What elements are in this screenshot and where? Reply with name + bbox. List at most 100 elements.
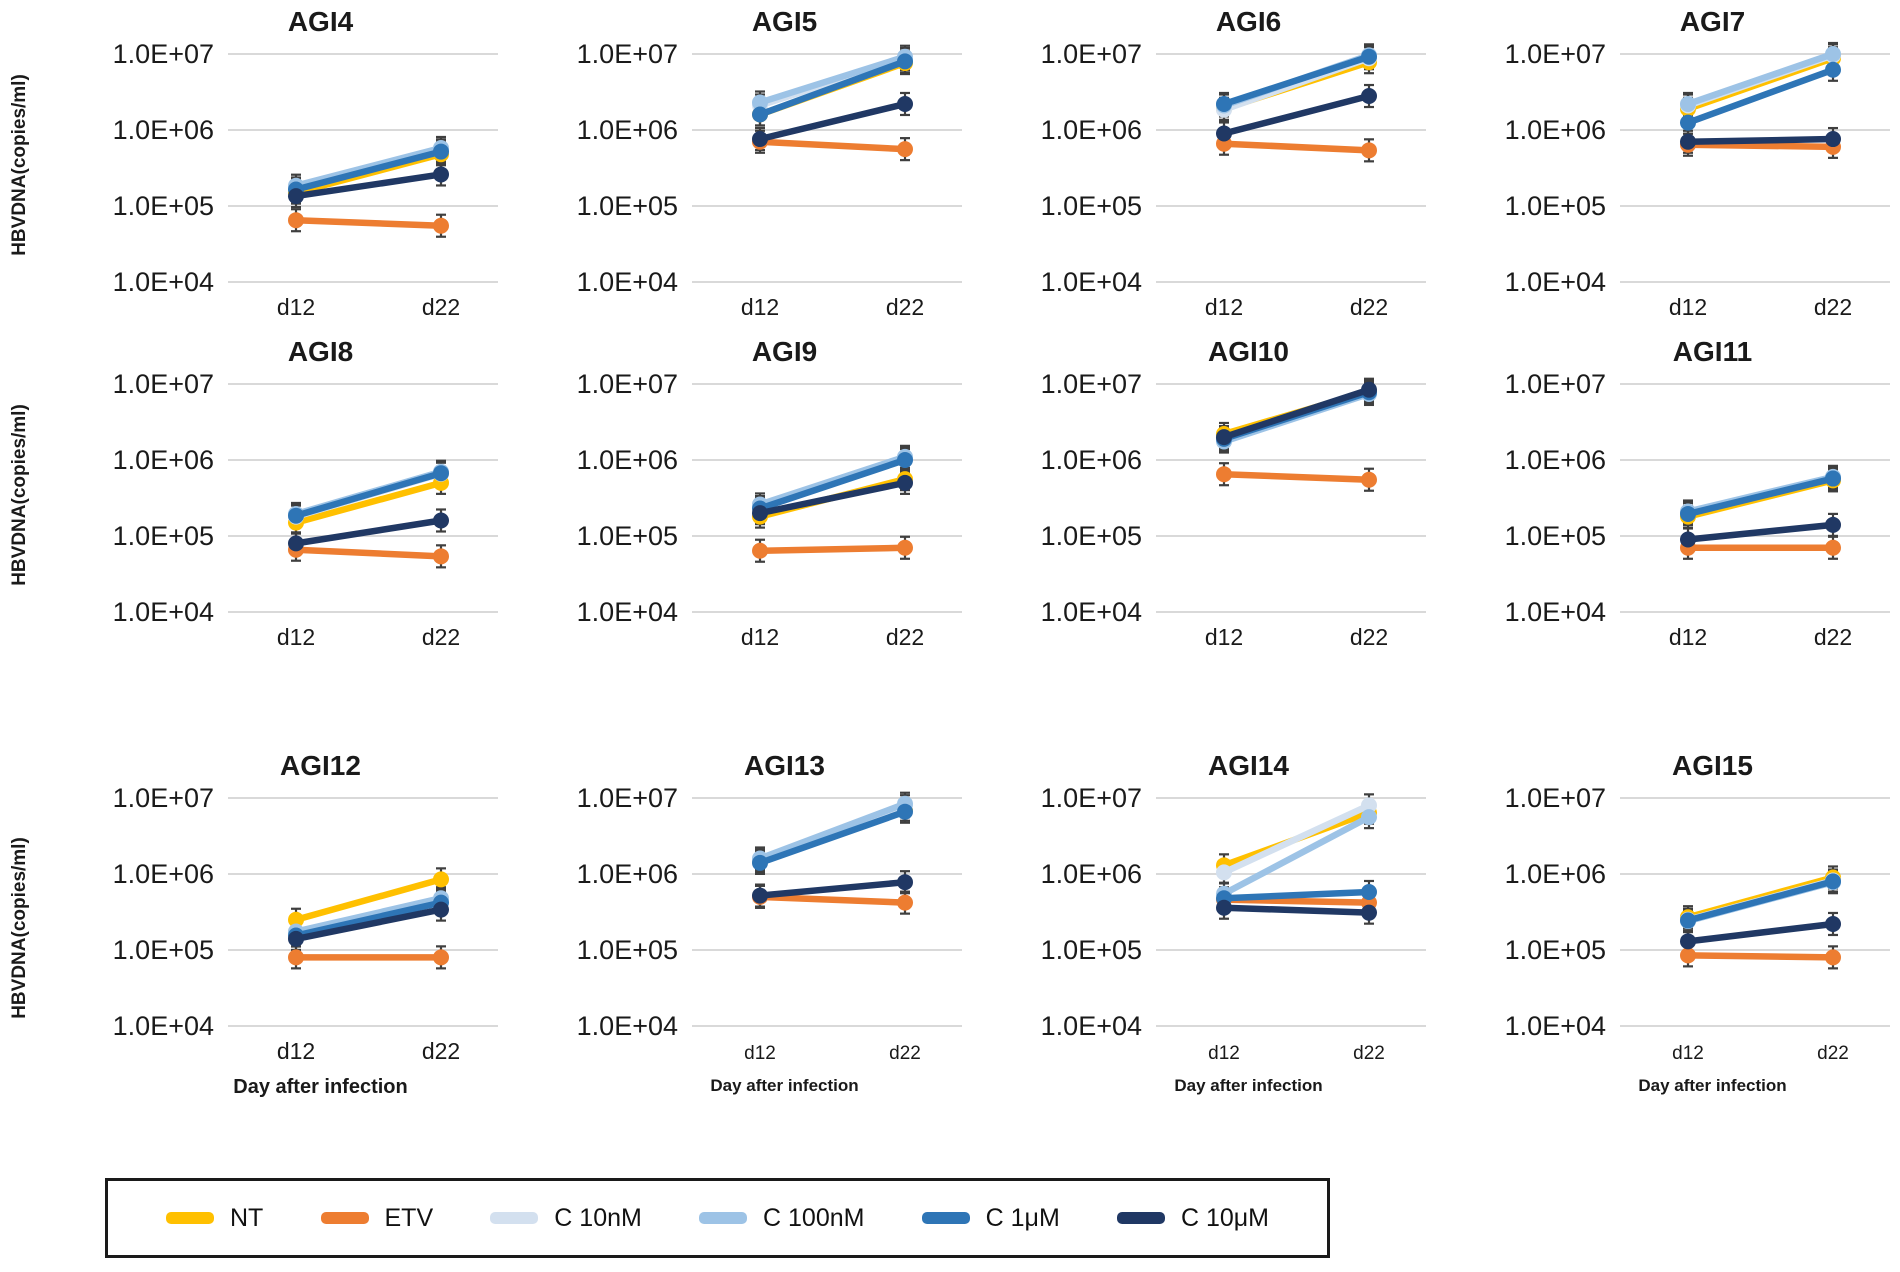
svg-text:d12: d12	[1208, 1043, 1240, 1064]
legend-label: C 100nM	[763, 1203, 865, 1232]
agi6-chart: 1.0E+07 1.0E+06 1.0E+05 1.0E+04 d12 d22	[1041, 40, 1426, 320]
chart-title: AGI6	[1215, 6, 1282, 37]
svg-text:1.0E+06: 1.0E+06	[577, 445, 678, 475]
svg-text:1.0E+05: 1.0E+05	[113, 191, 214, 221]
svg-text:d22: d22	[1814, 624, 1852, 650]
chart-panel-agi12: AGI12 1.0E+07 1.0E+06 1.0E+05 1.0E+04 d12 d22…	[36, 744, 500, 1112]
svg-text:1.0E+05: 1.0E+05	[577, 191, 678, 221]
svg-text:1.0E+07: 1.0E+07	[1041, 784, 1142, 813]
svg-text:1.0E+05: 1.0E+05	[1505, 521, 1606, 551]
legend-label: C 10nM	[554, 1203, 642, 1232]
svg-text:d22: d22	[422, 1038, 460, 1064]
svg-text:1.0E+04: 1.0E+04	[1041, 1011, 1142, 1041]
svg-text:d12: d12	[1669, 624, 1707, 650]
y-axis-label: HBVDNA(copies/ml)	[9, 837, 30, 1019]
svg-text:1.0E+04: 1.0E+04	[1041, 267, 1142, 297]
svg-text:d22: d22	[422, 624, 460, 650]
chart-panel-agi15: AGI15 1.0E+07 1.0E+06 1.0E+05 1.0E+04 d12 d22…	[1428, 744, 1892, 1112]
svg-text:1.0E+07: 1.0E+07	[1505, 40, 1606, 69]
chart-row-2: HBVDNA(copies/ml) AGI8 1.0E+07 1.0E+06 1.0…	[9, 330, 1900, 660]
chart-panel-agi13: AGI13 1.0E+07 1.0E+06 1.0E+05 1.0E+04 d12 d22…	[500, 744, 964, 1112]
chart-title: AGI12	[280, 750, 361, 781]
agi5-chart: 1.0E+07 1.0E+06 1.0E+05 1.0E+04 d12 d22	[577, 40, 962, 320]
x-axis-label: Day after infection	[1638, 1076, 1787, 1095]
chart-panel-agi6: AGI6 1.0E+07 1.0E+06 1.0E+05 1.0E+04 d12 d22	[964, 0, 1428, 330]
svg-text:d22: d22	[1814, 294, 1852, 320]
svg-text:1.0E+04: 1.0E+04	[113, 1011, 214, 1041]
svg-text:d22: d22	[1350, 294, 1388, 320]
svg-text:1.0E+04: 1.0E+04	[113, 267, 214, 297]
agi9-chart: 1.0E+07 1.0E+06 1.0E+05 1.0E+04 d12 d22	[577, 370, 962, 650]
etv-color-swatch	[320, 1212, 369, 1224]
svg-text:1.0E+04: 1.0E+04	[1505, 1011, 1606, 1041]
svg-text:1.0E+07: 1.0E+07	[577, 784, 678, 813]
svg-text:d22: d22	[889, 1043, 921, 1064]
svg-text:1.0E+04: 1.0E+04	[577, 1011, 678, 1041]
svg-text:1.0E+06: 1.0E+06	[1041, 445, 1142, 475]
svg-text:1.0E+06: 1.0E+06	[113, 115, 214, 145]
svg-text:d22: d22	[1353, 1043, 1385, 1064]
legend-item-nt: NT	[166, 1204, 263, 1233]
chart-title: AGI14	[1208, 750, 1289, 781]
legend-label: NT	[230, 1203, 264, 1232]
c100nm-color-swatch	[699, 1212, 748, 1224]
svg-text:1.0E+07: 1.0E+07	[113, 370, 214, 399]
svg-text:1.0E+04: 1.0E+04	[1041, 597, 1142, 627]
chart-panel-agi10: AGI10 1.0E+07 1.0E+06 1.0E+05 1.0E+04 d12 d22	[964, 330, 1428, 660]
svg-text:1.0E+06: 1.0E+06	[1505, 859, 1606, 889]
svg-text:1.0E+07: 1.0E+07	[577, 370, 678, 399]
svg-text:1.0E+07: 1.0E+07	[1505, 370, 1606, 399]
legend-item-c10um: C 10μM	[1116, 1204, 1269, 1233]
y-axis-label: HBVDNA(copies/ml)	[9, 404, 30, 586]
agi13-chart: 1.0E+07 1.0E+06 1.0E+05 1.0E+04 d12 d22	[577, 784, 962, 1064]
c1um-color-swatch	[921, 1212, 970, 1224]
svg-text:d22: d22	[886, 624, 924, 650]
chart-title: AGI11	[1672, 336, 1753, 367]
chart-panel-agi8: AGI8 1.0E+07 1.0E+06 1.0E+05 1.0E+04 d12 d22	[36, 330, 500, 660]
svg-text:d12: d12	[1669, 294, 1707, 320]
agi8-chart: 1.0E+07 1.0E+06 1.0E+05 1.0E+04 d12 d22	[113, 370, 498, 650]
legend-box: NT ETV C 10nM C 100nM C 1μM C 10μM	[105, 1178, 1330, 1258]
x-axis-label: Day after infection	[710, 1076, 859, 1095]
chart-title: AGI15	[1672, 750, 1753, 781]
svg-text:1.0E+05: 1.0E+05	[1041, 191, 1142, 221]
chart-row-3: HBVDNA(copies/ml) AGI12 1.0E+07 1.0E+06 1.…	[9, 744, 1900, 1112]
agi12-chart: 1.0E+07 1.0E+06 1.0E+05 1.0E+04 d12 d22	[113, 784, 498, 1064]
c10nm-color-swatch	[490, 1212, 539, 1224]
legend-label: C 1μM	[985, 1203, 1060, 1232]
svg-text:1.0E+06: 1.0E+06	[577, 115, 678, 145]
chart-title: AGI5	[751, 6, 818, 37]
legend-label: ETV	[384, 1203, 434, 1232]
svg-text:1.0E+07: 1.0E+07	[1041, 40, 1142, 69]
svg-text:1.0E+07: 1.0E+07	[577, 40, 678, 69]
svg-text:d22: d22	[1350, 624, 1388, 650]
svg-text:1.0E+04: 1.0E+04	[577, 267, 678, 297]
chart-title: AGI8	[287, 336, 354, 367]
svg-text:1.0E+05: 1.0E+05	[577, 521, 678, 551]
agi7-chart: 1.0E+07 1.0E+06 1.0E+05 1.0E+04 d12 d22	[1505, 40, 1890, 320]
svg-text:1.0E+06: 1.0E+06	[1041, 859, 1142, 889]
c10um-color-swatch	[1116, 1212, 1165, 1224]
x-axis-label: Day after infection	[233, 1076, 408, 1098]
svg-text:d12: d12	[1672, 1043, 1704, 1064]
legend-item-etv: ETV	[320, 1203, 434, 1233]
svg-text:1.0E+07: 1.0E+07	[113, 40, 214, 69]
chart-title: AGI9	[751, 336, 818, 367]
svg-text:d22: d22	[422, 294, 460, 320]
svg-text:1.0E+06: 1.0E+06	[1505, 115, 1606, 145]
chart-title: AGI7	[1679, 6, 1746, 37]
svg-text:1.0E+07: 1.0E+07	[1505, 784, 1606, 813]
svg-text:1.0E+04: 1.0E+04	[1505, 267, 1606, 297]
svg-text:d22: d22	[1817, 1043, 1849, 1064]
svg-text:d12: d12	[1205, 294, 1243, 320]
chart-title: AGI10	[1208, 336, 1289, 367]
svg-text:d12: d12	[1205, 624, 1243, 650]
chart-panel-agi4: AGI4 1.0E+07 1.0E+06 1.0E+05 1.0E+04 d12 d22	[36, 0, 500, 330]
chart-panel-agi9: AGI9 1.0E+07 1.0E+06 1.0E+05 1.0E+04 d12 d22	[500, 330, 964, 660]
svg-text:d12: d12	[741, 294, 779, 320]
chart-panel-agi14: AGI14 1.0E+07 1.0E+06 1.0E+05 1.0E+04 d12 d22…	[964, 744, 1428, 1112]
svg-text:1.0E+06: 1.0E+06	[1505, 445, 1606, 475]
agi15-chart: 1.0E+07 1.0E+06 1.0E+05 1.0E+04 d12 d22	[1505, 784, 1890, 1064]
svg-text:d12: d12	[277, 624, 315, 650]
